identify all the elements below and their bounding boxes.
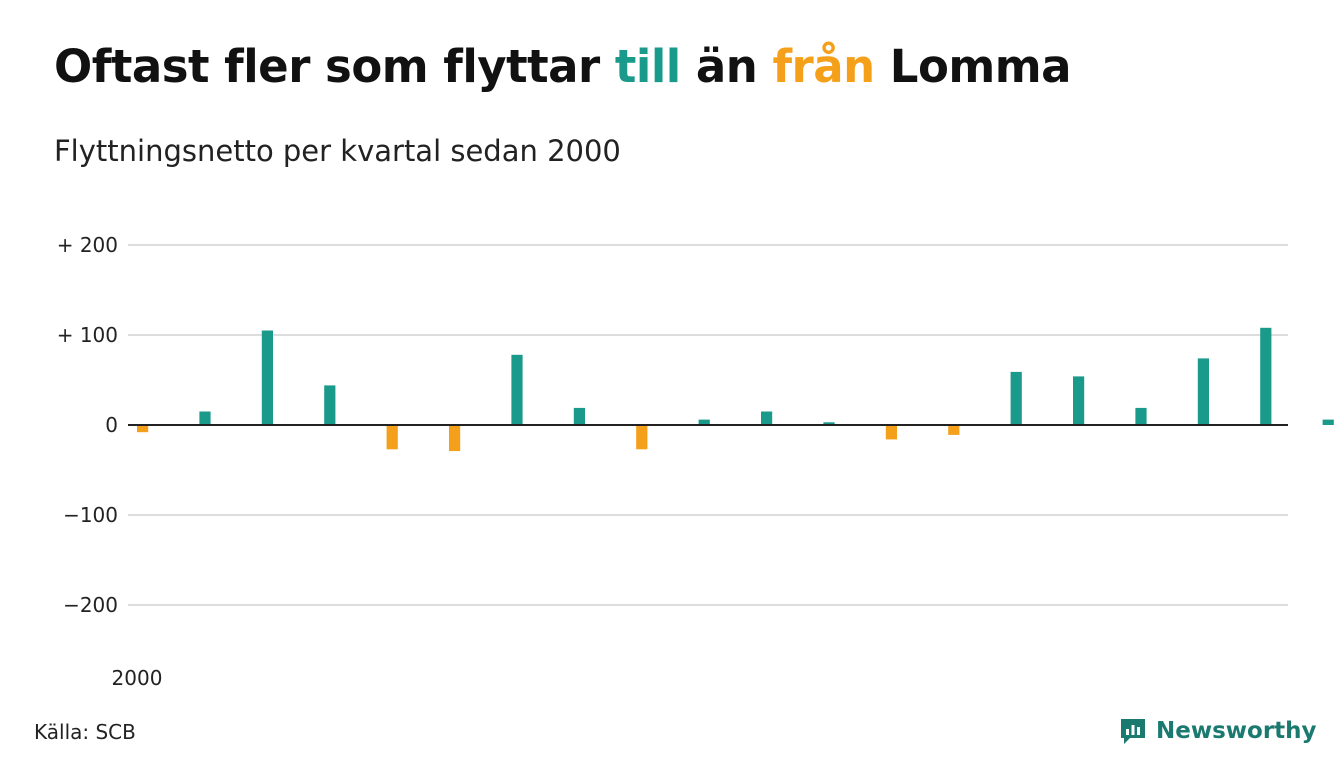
bar xyxy=(324,385,336,425)
bar xyxy=(449,425,461,452)
bar xyxy=(386,425,398,450)
bar xyxy=(199,411,211,425)
bar xyxy=(261,330,273,425)
y-tick-label: 0 xyxy=(105,413,118,437)
bar xyxy=(1135,407,1147,425)
y-axis-ticks: + 200 + 100 0 −100 −200 xyxy=(57,233,118,617)
bar xyxy=(1010,371,1022,425)
bar xyxy=(1322,419,1334,425)
title-part-1: Oftast fler som flyttar xyxy=(54,40,615,93)
brand-logo: Newsworthy xyxy=(1118,714,1317,748)
bar xyxy=(636,425,648,450)
title-part-3: Lomma xyxy=(874,40,1072,93)
title-part-2: än xyxy=(680,40,773,93)
bar xyxy=(137,425,149,433)
bars xyxy=(137,327,1334,452)
bar xyxy=(1073,376,1085,425)
source-note: Källa: SCB xyxy=(34,720,136,744)
bar xyxy=(948,425,960,435)
x-tick-label: 2000 xyxy=(112,666,163,690)
gridlines xyxy=(128,244,1288,606)
chart-subtitle: Flyttningsnetto per kvartal sedan 2000 xyxy=(54,134,621,168)
title-highlight-fran: från xyxy=(772,40,875,93)
bar xyxy=(761,411,773,425)
bar xyxy=(885,425,897,440)
bar xyxy=(511,354,523,425)
y-tick-label: + 100 xyxy=(57,323,118,347)
bar xyxy=(1197,358,1209,425)
title-highlight-till: till xyxy=(614,40,681,93)
y-tick-label: + 200 xyxy=(57,233,118,257)
y-tick-label: −100 xyxy=(63,503,118,527)
bar-chart: + 200 + 100 0 −100 −200 20002005201020152020 xyxy=(57,233,1334,690)
y-tick-label: −200 xyxy=(63,593,118,617)
chart-title: Oftast fler som flyttar till än från Lom… xyxy=(54,40,1072,93)
bar xyxy=(573,407,585,425)
brand-name: Newsworthy xyxy=(1156,718,1317,744)
bar xyxy=(698,419,710,425)
bar xyxy=(1260,327,1272,425)
newsworthy-logo-icon xyxy=(1121,719,1145,744)
x-axis-ticks: 20002005201020152020 xyxy=(112,666,163,690)
bar xyxy=(823,422,835,425)
